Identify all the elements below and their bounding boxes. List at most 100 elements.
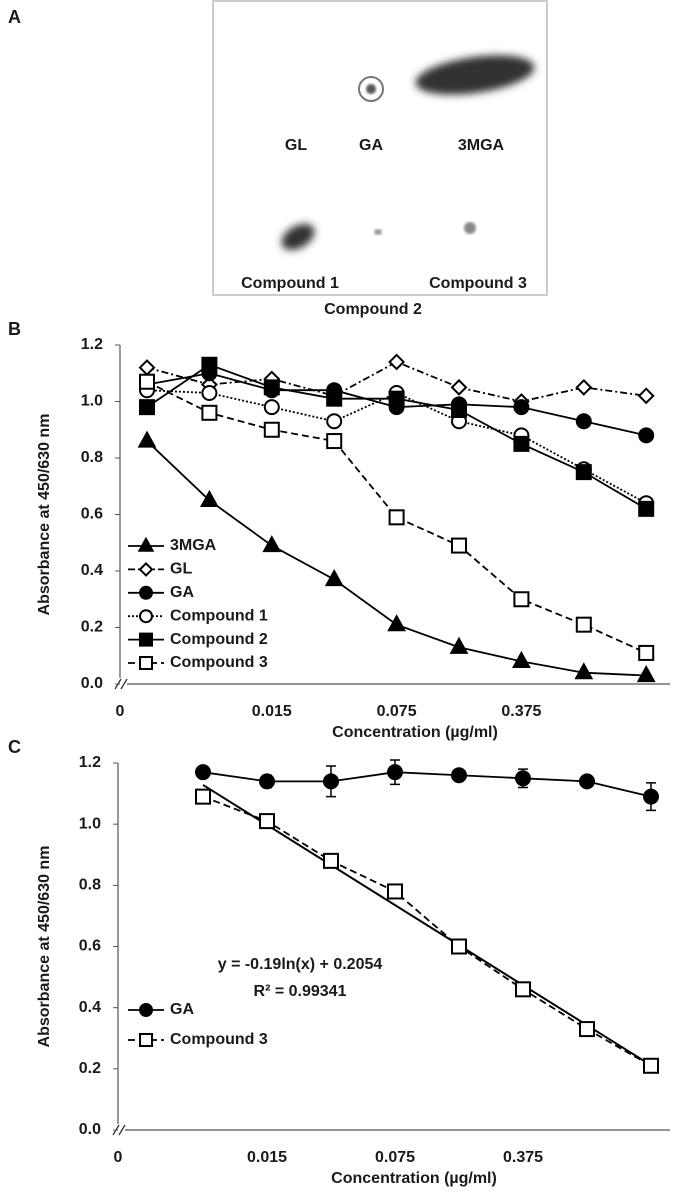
marker [137,536,155,552]
x-axis-title: Concentration (µg/ml) [331,1170,497,1187]
marker [323,773,339,790]
legend-label: Compound 3 [170,654,268,671]
marker [138,359,156,377]
spot-compound-2 [374,229,382,235]
y-tick-label: 0.6 [79,938,101,955]
x-tick-label: 0.075 [377,703,417,720]
marker [324,568,344,587]
y-tick-label: 1.0 [79,815,101,832]
marker [323,852,339,869]
marker [638,500,655,517]
marker [138,561,154,577]
marker [139,585,153,600]
series [195,784,659,1074]
annotation: R² = 0.99341 [254,983,347,1000]
marker [513,435,530,452]
series [195,759,659,812]
spot-ga [366,84,376,94]
marker [388,390,405,407]
marker [139,1003,153,1017]
marker [451,401,467,418]
spot-ga-ring [358,76,384,102]
legend-label: Compound 1 [170,607,268,624]
marker [638,644,655,661]
series [139,373,655,661]
marker [139,656,153,670]
legend-label: GL [170,561,192,578]
series [139,356,655,517]
marker [387,764,403,781]
x-tick-label: 0.375 [501,703,541,720]
series-line [146,360,647,403]
spot-label: 3MGA [458,137,505,154]
marker [195,788,211,805]
marker [513,399,530,416]
marker [450,378,468,396]
marker [139,1033,153,1047]
marker [451,767,467,784]
marker [575,464,592,481]
marker [636,665,656,683]
spot-label: Compound 3 [429,275,527,292]
marker [259,813,275,830]
marker [388,353,406,371]
panel-label: A [8,7,21,27]
marker [387,614,406,632]
marker [200,489,219,507]
y-tick-label: 0.6 [81,506,103,523]
marker [262,535,282,553]
marker [326,390,343,407]
plate-border [212,0,548,296]
marker [326,413,343,430]
y-tick-label: 1.2 [79,754,101,771]
y-tick-label: 0.2 [81,619,103,636]
y-axis-title: Absorbance at 450/630 nm [36,414,53,616]
marker [637,387,655,405]
marker [201,404,218,421]
axis-break-gap [119,678,127,690]
x-tick-label: 0.375 [503,1149,543,1166]
y-tick-label: 0.0 [79,1121,101,1138]
marker [643,788,659,805]
marker [575,413,592,430]
x-tick-label: 0.075 [375,1149,415,1166]
series-line [202,795,652,1067]
spot-3mga [415,55,535,95]
spot-label: Compound 2 [324,301,422,318]
chart: B0.00.20.40.60.81.01.20 0.015 0.075 0.375Co… [8,319,670,741]
x-tick-label: 0 [114,1149,123,1166]
marker [513,591,530,608]
spot-label: Compound 1 [241,275,339,292]
series [137,430,656,683]
marker [139,373,155,390]
series-line [202,771,652,798]
x-tick-label: 0.015 [252,703,292,720]
marker [451,938,467,955]
y-tick-label: 0.4 [81,562,103,579]
y-tick-label: 1.0 [81,393,103,410]
legend-label: 3MGA [170,537,217,554]
marker [263,421,280,438]
y-tick-label: 0.8 [81,449,103,466]
spot-label: GA [359,137,383,154]
legend-label: GA [170,1001,194,1018]
y-tick-label: 0.2 [79,1060,101,1077]
trendline [202,784,652,1067]
annotation: y = -0.19ln(x) + 0.2054 [218,956,383,973]
y-tick-label: 0.4 [79,999,101,1016]
marker [259,773,275,790]
marker [574,662,594,680]
marker [263,399,280,416]
marker [326,433,343,450]
x-tick-label: 0 [116,703,125,720]
series-line [146,380,647,654]
marker [201,385,218,402]
chart: C 0.0 0.2 0.4 0.6 0.8 1.0 1.2 0 0.015 0.075 0.375 Co… [8,737,670,1187]
x-tick-label: 0.015 [247,1149,287,1166]
y-tick-label: 0.0 [81,675,103,692]
marker [579,773,595,790]
marker [638,427,655,444]
legend-label: Compound 2 [170,631,268,648]
marker [579,1021,595,1038]
marker [137,430,157,448]
